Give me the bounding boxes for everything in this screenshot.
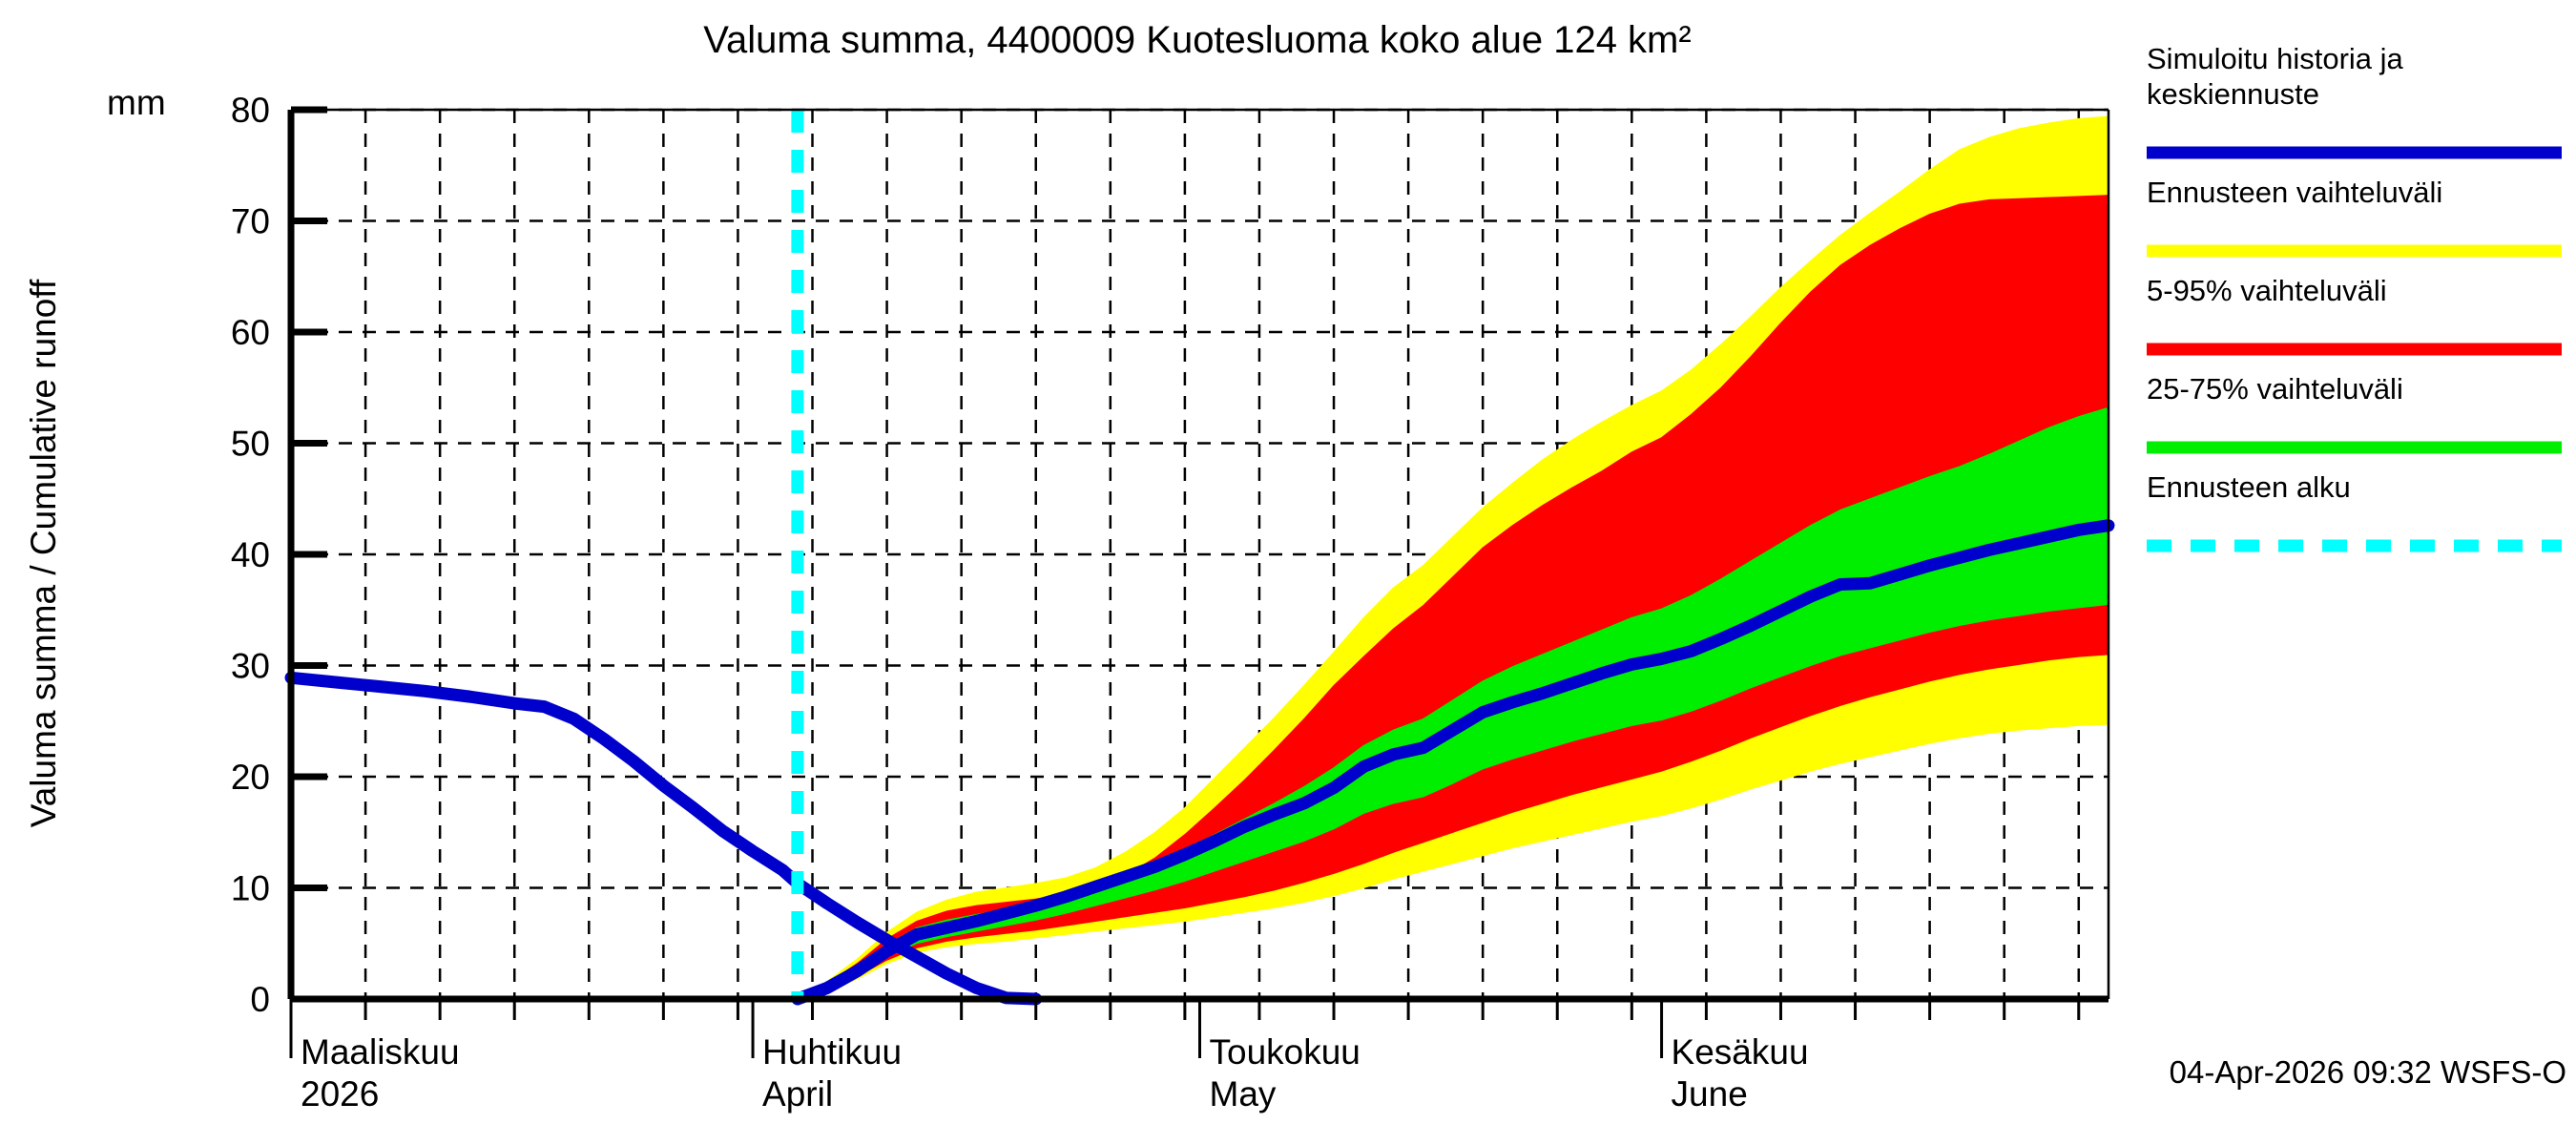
y-tick-label: 70 [231, 202, 270, 241]
y-axis-label: Valuma summa / Cumulative runoff [24, 279, 63, 827]
x-axis-month-label-en: June [1672, 1074, 1748, 1114]
x-axis-month-label-fi: Kesäkuu [1672, 1032, 1809, 1072]
chart-title: Valuma summa, 4400009 Kuotesluoma koko a… [703, 19, 1691, 61]
legend-label-0: keskiennuste [2147, 77, 2319, 111]
y-tick-label: 60 [231, 313, 270, 352]
legend-label-0: Simuloitu historia ja [2147, 42, 2404, 75]
forecast-mean-line [791, 519, 2115, 1006]
x-axis-month-label-fi: Maaliskuu [301, 1032, 460, 1072]
x-axis-month-label-en: April [762, 1074, 833, 1114]
legend-label-3: 25-75% vaihteluväli [2147, 372, 2403, 406]
x-axis-month-label-en: May [1210, 1074, 1277, 1114]
y-tick-label: 50 [231, 425, 270, 464]
x-axis-month-label-fi: Huhtikuu [762, 1032, 902, 1072]
y-tick-label: 40 [231, 535, 270, 574]
legend-label-1: Ennusteen vaihteluväli [2147, 176, 2442, 209]
legend-label-4: Ennusteen alku [2147, 470, 2351, 504]
x-axis-month-label-fi: Toukokuu [1210, 1032, 1361, 1072]
y-tick-label: 80 [231, 91, 270, 130]
x-axis-month-label-en: 2026 [301, 1074, 379, 1114]
historical-mean-line [284, 671, 1043, 1006]
footer-timestamp: 04-Apr-2026 09:32 WSFS-O [2170, 1054, 2566, 1090]
y-tick-label: 30 [231, 647, 270, 686]
legend-label-2: 5-95% vaihteluväli [2147, 274, 2387, 307]
y-tick-label: 10 [231, 869, 270, 908]
y-axis-unit-label: mm [107, 83, 166, 122]
y-tick-label: 0 [250, 980, 270, 1019]
y-tick-label: 20 [231, 758, 270, 797]
